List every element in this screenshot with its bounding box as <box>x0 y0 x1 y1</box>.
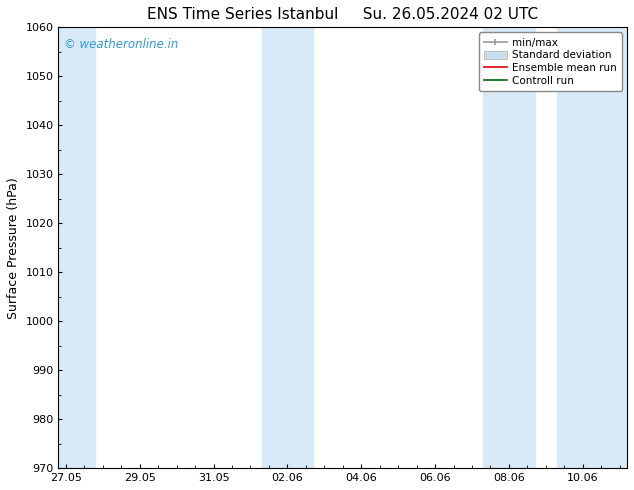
Bar <box>262 27 313 468</box>
Title: ENS Time Series Istanbul     Su. 26.05.2024 02 UTC: ENS Time Series Istanbul Su. 26.05.2024 … <box>147 7 538 22</box>
Text: © weatheronline.in: © weatheronline.in <box>64 38 179 51</box>
Bar <box>58 27 95 468</box>
Y-axis label: Surface Pressure (hPa): Surface Pressure (hPa) <box>7 177 20 318</box>
Bar <box>557 27 627 468</box>
Bar <box>483 27 534 468</box>
Legend: min/max, Standard deviation, Ensemble mean run, Controll run: min/max, Standard deviation, Ensemble me… <box>479 32 622 91</box>
